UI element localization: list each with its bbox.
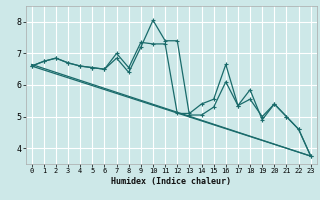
- X-axis label: Humidex (Indice chaleur): Humidex (Indice chaleur): [111, 177, 231, 186]
